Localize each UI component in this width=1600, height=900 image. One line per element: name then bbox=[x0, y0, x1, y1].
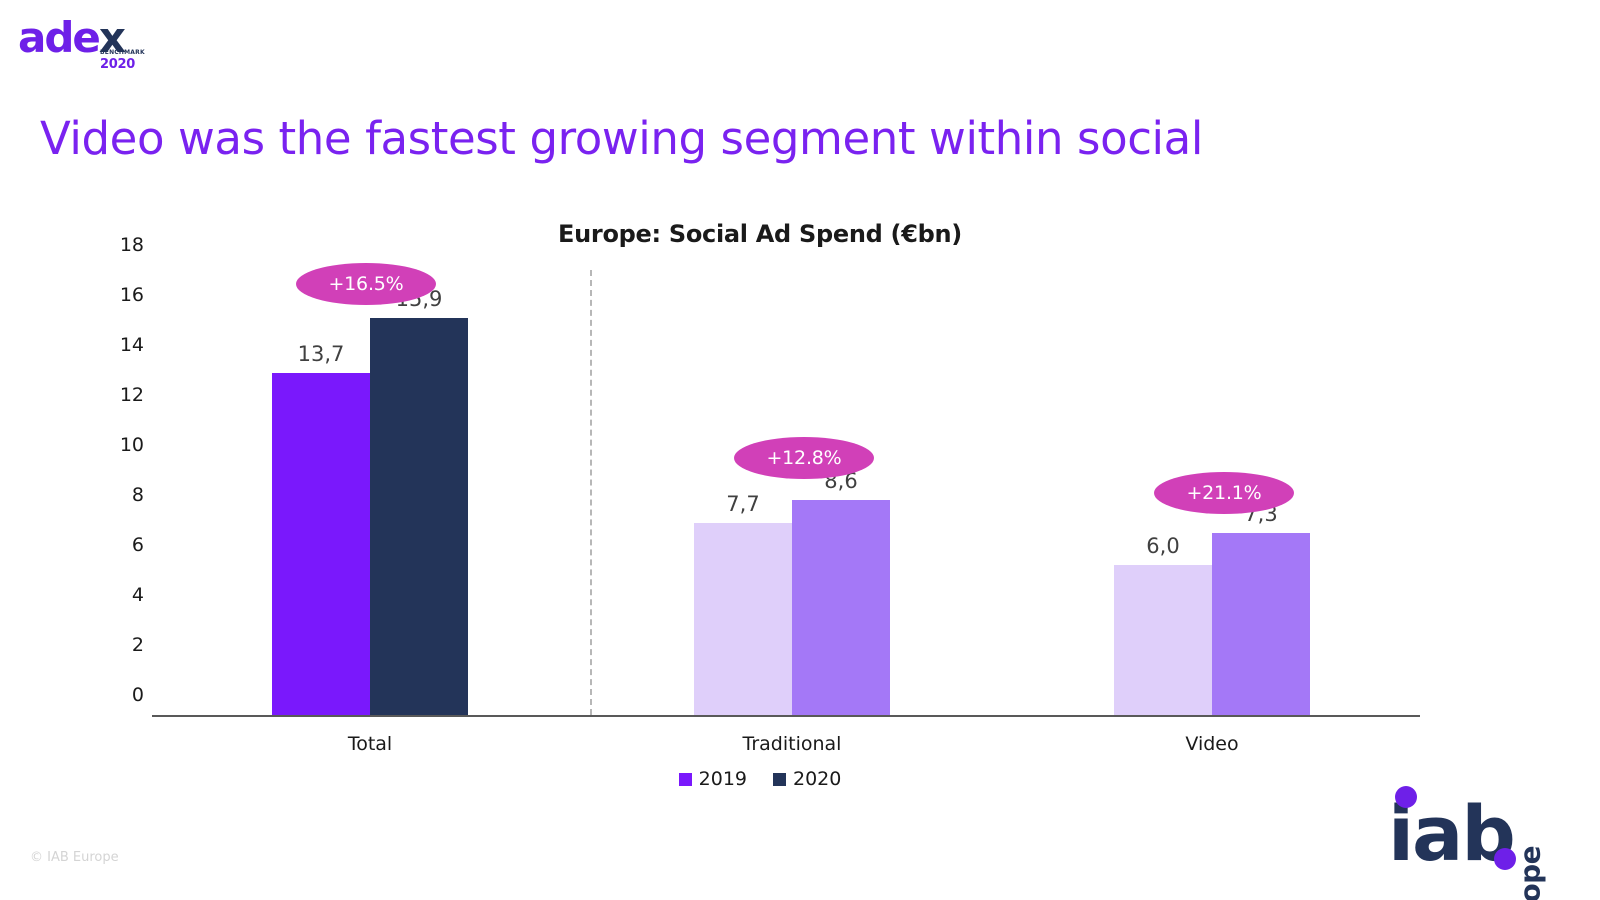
y-axis-tick-label: 16 bbox=[119, 284, 144, 306]
growth-badge-total: +16.5% bbox=[296, 263, 436, 305]
legend-item-2020[interactable]: 2020 bbox=[773, 768, 841, 790]
iab-dot-period-icon bbox=[1494, 848, 1516, 870]
bar-video-2020[interactable]: 7,3 bbox=[1212, 502, 1310, 715]
bar-total-2019[interactable]: 13,7 bbox=[272, 342, 370, 715]
growth-badge-traditional: +12.8% bbox=[734, 437, 874, 479]
bar-group-total: 13,7 15,9 Total bbox=[272, 265, 468, 755]
y-axis-tick-label: 8 bbox=[131, 484, 144, 506]
plot-area: 0 2 4 6 8 10 12 14 16 18 13,7 15,9 Total 7,7 8,6 Tradit… bbox=[120, 234, 1420, 755]
x-axis-category-label: Traditional bbox=[742, 733, 842, 755]
bar-group-video: 6,0 7,3 Video bbox=[1114, 265, 1310, 755]
adex-logo: adex BENCHMARK 2020 bbox=[18, 16, 208, 76]
bar-value-label: 6,0 bbox=[1146, 534, 1180, 558]
x-axis-category-label: Video bbox=[1185, 733, 1239, 755]
growth-badge-video: +21.1% bbox=[1154, 472, 1294, 514]
adex-year-label: 2020 bbox=[100, 57, 135, 72]
legend-swatch-icon bbox=[773, 772, 786, 786]
iab-dot-over-i-icon bbox=[1395, 786, 1417, 808]
y-axis-tick-label: 12 bbox=[119, 384, 144, 406]
y-axis-tick-label: 18 bbox=[119, 234, 144, 256]
adex-wordmark-ade: ade bbox=[18, 13, 101, 62]
bar-video-2019[interactable]: 6,0 bbox=[1114, 534, 1212, 715]
adex-wordmark: adex bbox=[18, 13, 126, 62]
bar-value-label: 13,7 bbox=[297, 341, 345, 366]
x-axis-line bbox=[152, 715, 1420, 717]
section-divider bbox=[590, 270, 592, 715]
chart-title: Europe: Social Ad Spend (€bn) bbox=[558, 220, 962, 248]
bar-value-label: 7,7 bbox=[726, 491, 760, 516]
legend-label: 2019 bbox=[698, 768, 747, 790]
y-axis-tick-label: 2 bbox=[131, 634, 144, 656]
adex-wordmark-x: x bbox=[98, 13, 126, 62]
y-axis-tick-label: 4 bbox=[131, 584, 144, 606]
legend-label: 2020 bbox=[793, 768, 842, 790]
legend-item-2019[interactable]: 2019 bbox=[678, 768, 747, 790]
bar-group-traditional: 7,7 8,6 Traditional bbox=[694, 265, 890, 755]
y-axis-tick-label: 10 bbox=[119, 434, 144, 456]
iab-europe-logo: iab europe bbox=[1388, 752, 1548, 900]
adex-benchmark-label: BENCHMARK bbox=[100, 49, 145, 56]
copyright-text: © IAB Europe bbox=[30, 850, 119, 865]
bar-traditional-2019[interactable]: 7,7 bbox=[694, 492, 792, 715]
bar-total-2020[interactable]: 15,9 bbox=[370, 287, 468, 715]
bar-traditional-2020[interactable]: 8,6 bbox=[792, 469, 890, 715]
iab-europe-label: europe bbox=[1513, 846, 1546, 900]
y-axis-tick-label: 0 bbox=[131, 684, 144, 706]
x-axis-category-label: Total bbox=[347, 733, 393, 755]
chart-legend: 2019 2020 bbox=[0, 768, 1520, 790]
y-axis-tick-label: 14 bbox=[119, 334, 144, 356]
legend-swatch-icon bbox=[678, 772, 692, 786]
chart: Europe: Social Ad Spend (€bn) 0 2 4 6 8 10 12 1… bbox=[0, 200, 1600, 820]
page-title: Video was the fastest growing segment wi… bbox=[40, 112, 1203, 165]
y-axis-tick-label: 6 bbox=[131, 534, 144, 556]
